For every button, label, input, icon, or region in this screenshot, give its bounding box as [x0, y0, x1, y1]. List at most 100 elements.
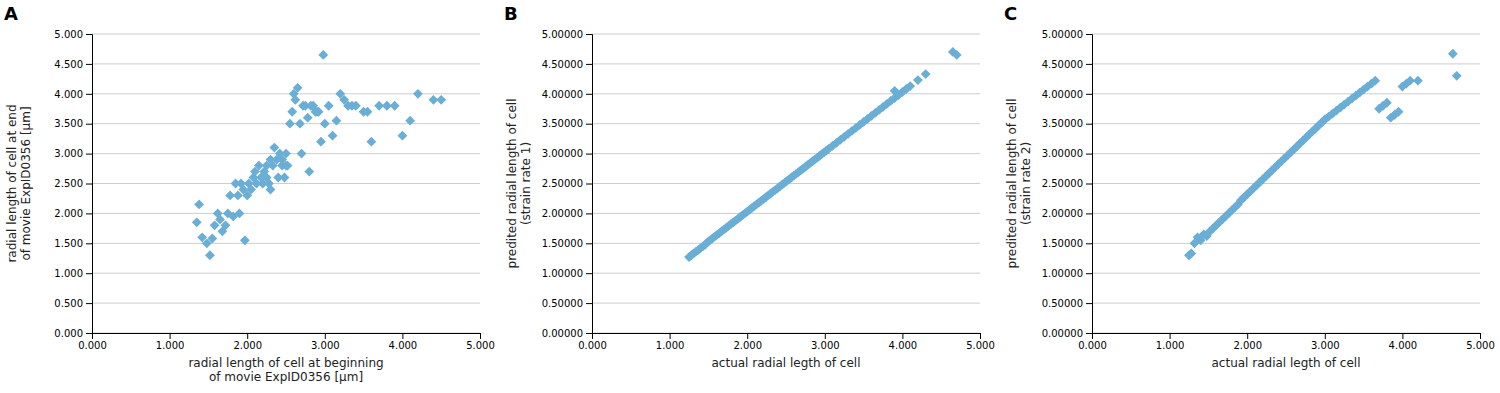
point: [921, 69, 931, 79]
tick: 5.000: [1466, 333, 1495, 351]
point: [328, 131, 338, 141]
grid-line: [1092, 123, 1480, 124]
tick-label: 5.000: [1466, 340, 1495, 351]
tick: 2.000: [1233, 333, 1262, 351]
tick-mark: [670, 333, 671, 339]
tick: 3.00000: [542, 148, 592, 159]
grid-line: [1092, 93, 1480, 94]
tick-label: 3.000: [811, 340, 840, 351]
grid-line: [92, 63, 480, 64]
chart-canvas: 0.000 1.000 2.000 3.000 4.000 5.000 0.000 0.500…: [0, 0, 1500, 393]
point: [890, 86, 900, 96]
text-line: actual radial legth of cell: [1212, 356, 1361, 370]
grid-line: [1092, 213, 1480, 214]
point: [1394, 107, 1404, 117]
tick-label: 5.000: [54, 29, 83, 40]
text-line: predited radial length of cell: [1005, 99, 1019, 269]
tick-mark: [480, 333, 481, 339]
tick-mark: [1402, 333, 1403, 339]
tick-mark: [586, 124, 592, 125]
tick-label: 1.50000: [542, 238, 583, 249]
tick-label: 4.50000: [1042, 59, 1083, 70]
tick-mark: [586, 64, 592, 65]
tick-label: 0.000: [1078, 340, 1107, 351]
tick-label: 4.000: [54, 89, 83, 100]
tick: 4.00000: [1042, 89, 1092, 100]
tick-label: 2.00000: [542, 208, 583, 219]
tick-label: 1.50000: [1042, 238, 1083, 249]
x-axis-title: radial length of cell at beginningof mov…: [188, 356, 383, 384]
point: [390, 101, 400, 111]
tick-label: 1.000: [1156, 340, 1185, 351]
tick: 4.000: [54, 89, 92, 100]
point: [398, 131, 408, 141]
x-axis: 0.0001.0002.0003.0004.0005.000: [578, 333, 995, 351]
tick-mark: [1086, 94, 1092, 95]
point: [283, 161, 293, 171]
grid-line: [1092, 63, 1480, 64]
grid: [592, 34, 980, 333]
panel-label: B: [504, 3, 518, 24]
tick: 2.50000: [542, 178, 592, 189]
tick-label: 4.50000: [542, 59, 583, 70]
x-axis-title: actual radial legth of cell: [1212, 356, 1361, 370]
point: [221, 220, 231, 230]
tick-label: 0.000: [578, 340, 607, 351]
point: [366, 137, 376, 147]
tick-mark: [825, 333, 826, 339]
tick-label: 2.000: [54, 208, 83, 219]
tick-mark: [586, 94, 592, 95]
tick-mark: [586, 213, 592, 214]
tick-label: 4.000: [389, 340, 418, 351]
tick-label: 1.00000: [542, 268, 583, 279]
tick: 4.000: [389, 333, 418, 351]
text-line: of movie ExpID0356 [μm]: [209, 370, 363, 384]
tick-mark: [1086, 64, 1092, 65]
tick-mark: [980, 333, 981, 339]
tick: 0.50000: [542, 298, 592, 309]
point: [320, 119, 330, 129]
point: [280, 173, 290, 183]
point: [192, 217, 202, 227]
point: [235, 209, 245, 219]
tick: 5.00000: [542, 29, 592, 40]
axis-line: [86, 35, 93, 334]
point: [905, 81, 915, 91]
point: [266, 185, 276, 195]
tick-mark: [1086, 273, 1092, 274]
tick-mark: [586, 303, 592, 304]
tick-mark: [586, 333, 592, 334]
grid-line: [92, 243, 480, 244]
tick: 4.000: [1389, 333, 1418, 351]
tick-label: 5.00000: [542, 29, 583, 40]
grid-line: [592, 63, 980, 64]
tick: 3.00000: [1042, 148, 1092, 159]
y-axis: 0.00000 0.50000 1.00000 1.50000 2.00000 2.500…: [542, 29, 593, 339]
tick: 1.000: [156, 333, 185, 351]
grid-line: [592, 153, 980, 154]
tick-label: 4.500: [54, 59, 83, 70]
points: [1184, 49, 1462, 260]
y-axis-title: predited radial length of cell(strain ra…: [1005, 99, 1033, 269]
tick: 2.50000: [1042, 178, 1092, 189]
text-line: radial length of cell at end: [5, 104, 19, 262]
text-line: actual radial legth of cell: [712, 356, 861, 370]
tick-label: 4.00000: [542, 89, 583, 100]
axis-line: [1093, 334, 1481, 340]
grid-line: [92, 303, 480, 304]
tick-label: 2.50000: [542, 178, 583, 189]
tick: 2.500: [54, 178, 92, 189]
tick-label: 0.00000: [542, 328, 583, 339]
tick: 5.000: [966, 333, 995, 351]
grid-line: [592, 303, 980, 304]
tick-label: 3.50000: [542, 118, 583, 129]
grid-line: [592, 213, 980, 214]
tick-mark: [1325, 333, 1326, 339]
tick: 1.500: [54, 238, 92, 249]
tick: 3.000: [1311, 333, 1340, 351]
tick-label: 2.000: [733, 340, 762, 351]
tick: 2.00000: [1042, 208, 1092, 219]
grid-line: [592, 273, 980, 274]
tick-mark: [1086, 184, 1092, 185]
tick-label: 3.500: [54, 118, 83, 129]
